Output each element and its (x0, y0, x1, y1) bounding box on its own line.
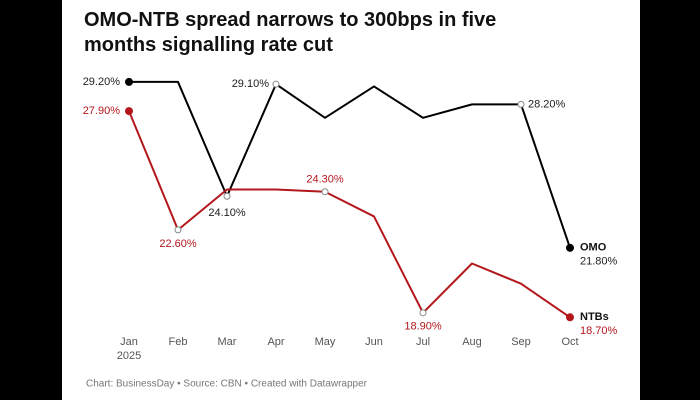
footer: Chart: BusinessDay • Source: CBN • Creat… (86, 379, 368, 390)
series-line (128, 110, 571, 319)
point (566, 313, 574, 322)
series-name: NTBs (580, 311, 609, 323)
x-tick-label: Jan (120, 336, 138, 348)
point (517, 100, 525, 108)
x-tick-label: Sep (511, 336, 531, 348)
value-label: 24.10% (208, 207, 246, 219)
point (125, 107, 133, 116)
value-label: 21.80% (580, 256, 618, 268)
x-tick-label: Jun (365, 336, 383, 348)
point (125, 77, 133, 86)
x-tick-label: Aug (462, 336, 482, 348)
value-label: 28.20% (528, 98, 566, 110)
value-label: 29.20% (83, 76, 121, 88)
series-name: OMO (580, 242, 607, 254)
value-label: 18.90% (404, 321, 442, 333)
x-tick-label: May (315, 336, 336, 348)
x-tick-label: Oct (561, 336, 578, 348)
x-year-label: 2025 (117, 350, 141, 362)
background (62, 0, 640, 400)
series-line (129, 80, 571, 249)
point (174, 226, 182, 234)
value-label: 29.10% (232, 78, 270, 90)
chart-title: OMO-NTB spread narrows to 300bps in five… (84, 9, 497, 56)
value-label: 18.70% (580, 325, 618, 337)
point (223, 192, 231, 200)
x-tick-label: Jul (416, 336, 430, 348)
point (419, 309, 427, 317)
point (321, 188, 329, 196)
value-label: 22.60% (159, 238, 197, 250)
value-label: 24.30% (306, 174, 344, 186)
x-tick-label: Mar (218, 336, 237, 348)
value-label: 27.90% (83, 105, 121, 117)
point (272, 80, 280, 88)
x-tick-label: Feb (169, 336, 188, 348)
x-tick-label: Apr (267, 336, 284, 348)
point (566, 243, 574, 252)
